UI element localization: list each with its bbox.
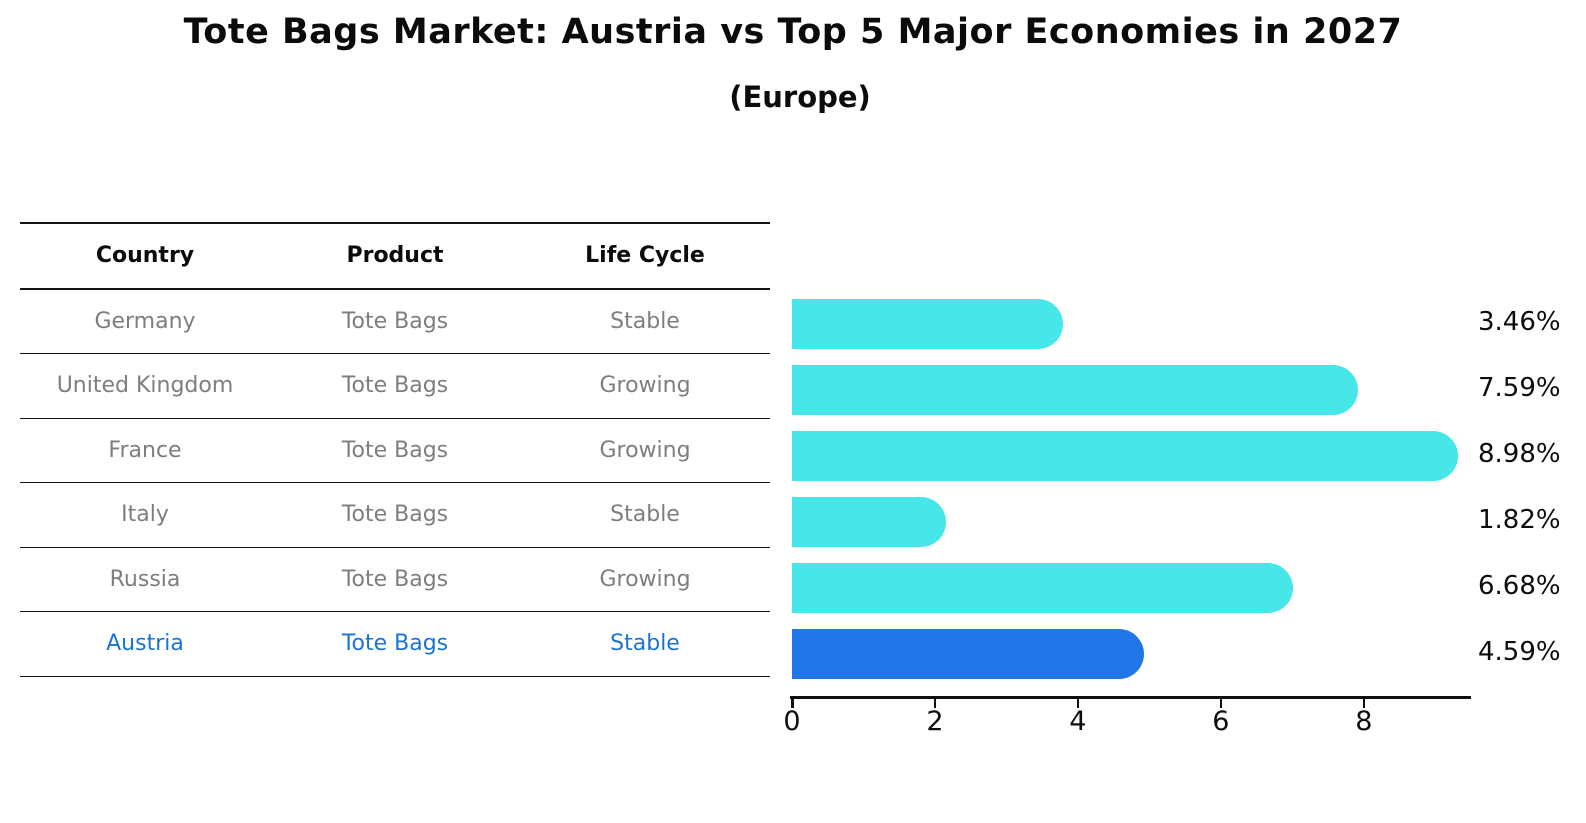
cell-life-cycle: Stable (610, 631, 680, 657)
column-header-country: Country (95, 243, 195, 269)
cell-product: Tote Bags (341, 373, 449, 399)
table-row: Italy Tote Bags Stable (20, 483, 770, 548)
x-tick-label: 4 (1069, 706, 1087, 737)
cell-country: France (108, 437, 182, 463)
bar-russia (792, 563, 1294, 613)
value-label: 7.59% (1478, 373, 1561, 403)
value-label: 4.59% (1478, 637, 1561, 667)
table-row: Russia Tote Bags Growing (20, 548, 770, 612)
country-table: Country Product Life Cycle Germany Tote … (20, 222, 770, 677)
x-axis-line (790, 696, 1471, 699)
table-body: Germany Tote Bags Stable United Kingdom … (20, 290, 770, 677)
bar-united-kingdom (792, 365, 1359, 415)
x-tick-mark (791, 699, 794, 708)
table-header-row: Country Product Life Cycle (20, 224, 770, 290)
bar-france (792, 431, 1458, 481)
value-label: 1.82% (1478, 505, 1561, 535)
cell-life-cycle: Growing (599, 566, 691, 592)
cell-product: Tote Bags (341, 566, 449, 592)
table-row: France Tote Bags Growing (20, 419, 770, 483)
bar-germany (792, 299, 1064, 349)
value-label: 8.98% (1478, 439, 1561, 469)
table-row: Austria Tote Bags Stable (20, 612, 770, 677)
cell-country: Austria (106, 631, 184, 657)
cell-life-cycle: Stable (610, 308, 680, 334)
cell-country: United Kingdom (56, 373, 234, 399)
cell-product: Tote Bags (341, 308, 449, 334)
x-tick-label: 2 (926, 706, 944, 737)
cell-country: Italy (121, 502, 169, 528)
column-header-life-cycle: Life Cycle (585, 243, 705, 269)
chart-title: Tote Bags Market: Austria vs Top 5 Major… (183, 12, 1403, 52)
column-header-product: Product (346, 243, 444, 269)
value-label: 6.68% (1478, 571, 1561, 601)
x-tick-label: 0 (783, 706, 801, 737)
cell-life-cycle: Stable (610, 502, 680, 528)
table-row: United Kingdom Tote Bags Growing (20, 354, 770, 419)
cell-product: Tote Bags (341, 502, 449, 528)
cell-product: Tote Bags (341, 631, 449, 657)
cell-life-cycle: Growing (599, 437, 691, 463)
x-tick-mark (1219, 699, 1223, 708)
value-label: 3.46% (1478, 307, 1561, 337)
table-row: Germany Tote Bags Stable (20, 290, 770, 354)
cell-life-cycle: Growing (599, 373, 691, 399)
chart-subtitle: (Europe) (729, 80, 871, 114)
bar-highlight-austria (792, 629, 1145, 679)
cell-product: Tote Bags (341, 437, 449, 463)
x-tick-mark (1076, 699, 1080, 708)
x-tick-label: 8 (1355, 706, 1373, 737)
cell-country: Russia (109, 566, 181, 592)
x-tick-mark (933, 699, 937, 708)
x-tick-mark (1362, 699, 1366, 708)
bar-italy (792, 497, 947, 547)
x-tick-label: 6 (1212, 706, 1230, 737)
cell-country: Germany (94, 308, 196, 334)
